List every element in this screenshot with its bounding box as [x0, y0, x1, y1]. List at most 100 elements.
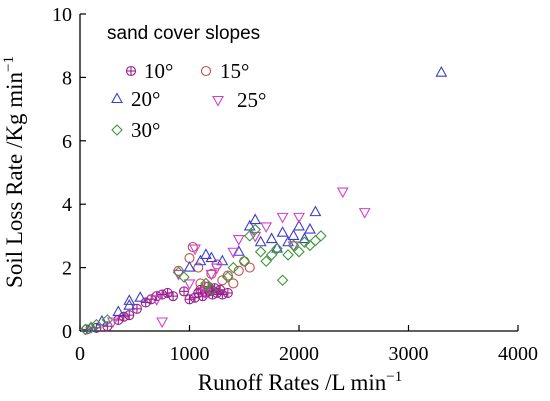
data-point — [287, 229, 300, 240]
data-point — [271, 241, 284, 253]
data-point — [249, 213, 262, 225]
legend-marker — [125, 65, 137, 77]
data-point — [178, 271, 190, 283]
data-point — [287, 239, 300, 252]
data-point — [178, 286, 190, 297]
legend-entry: 10° — [125, 59, 173, 83]
data-point — [112, 305, 125, 317]
data-point — [260, 222, 273, 234]
data-point — [298, 236, 311, 249]
data-point — [309, 234, 322, 247]
legend-title: sand cover slopes — [107, 23, 260, 44]
data-point — [249, 223, 261, 236]
data-point — [156, 317, 169, 329]
data-point — [183, 279, 196, 291]
data-point — [189, 244, 201, 256]
legend-marker — [111, 92, 123, 104]
y-tick-label: 4 — [62, 194, 72, 216]
data-point — [222, 287, 233, 299]
y-tick-label: 2 — [62, 258, 72, 280]
data-point — [85, 322, 97, 334]
y-tick-labels: 0 2 4 6 8 10 — [52, 4, 72, 343]
data-point — [243, 219, 256, 231]
data-point — [309, 205, 322, 217]
data-point — [243, 230, 256, 242]
data-point — [254, 245, 267, 258]
data-point — [187, 241, 198, 253]
data-point — [150, 295, 163, 306]
data-point — [199, 248, 212, 259]
data-point — [358, 208, 371, 219]
data-point — [193, 262, 204, 273]
data-point — [168, 291, 179, 302]
data-point — [244, 262, 255, 273]
data-point — [205, 269, 218, 281]
y-tick-label: 0 — [62, 321, 72, 343]
data-point — [205, 251, 218, 263]
legend-marker — [200, 65, 212, 77]
data-point — [298, 232, 311, 244]
data-point — [238, 255, 251, 268]
y-tick-label: 6 — [62, 131, 72, 153]
legend: sand cover slopes 10° 15° 20° 25° 30° — [107, 23, 266, 142]
data-point — [157, 289, 168, 300]
legend-entry: 15° — [200, 59, 249, 83]
data-point — [336, 187, 349, 199]
x-tick-label: 4000 — [498, 343, 538, 365]
data-point — [195, 278, 206, 289]
data-point — [315, 230, 327, 242]
x-tick-labels: 0 1000 2000 3000 4000 — [75, 343, 538, 365]
data-point — [228, 278, 239, 289]
series-3 — [106, 187, 371, 329]
data-point — [265, 249, 278, 261]
legend-entry: 30° — [111, 118, 160, 142]
x-tick-label: 3000 — [389, 343, 429, 365]
data-points — [79, 66, 448, 336]
data-point — [276, 226, 289, 237]
data-point — [239, 256, 250, 267]
data-point — [282, 235, 294, 247]
data-point — [217, 289, 228, 300]
data-point — [210, 263, 223, 275]
data-point — [435, 66, 448, 77]
data-point — [199, 288, 212, 300]
data-point — [194, 254, 207, 266]
data-point — [227, 261, 240, 274]
legend-label: 20° — [131, 87, 160, 111]
legend-entry: 20° — [111, 87, 160, 111]
x-tick-label: 2000 — [279, 343, 319, 365]
x-axis-title: Runoff Rates /L min−1 — [198, 369, 402, 395]
legend-label: 15° — [220, 59, 249, 83]
data-point — [276, 274, 289, 287]
data-point — [287, 241, 300, 253]
data-point — [282, 249, 294, 261]
data-point — [232, 245, 245, 256]
data-point — [183, 260, 196, 272]
legend-label: 25° — [237, 88, 266, 112]
data-point — [293, 219, 305, 231]
legend-entry: 25° — [212, 88, 266, 112]
data-point — [260, 255, 272, 268]
data-point — [222, 270, 233, 281]
data-point — [233, 265, 244, 276]
legend-marker — [111, 124, 123, 136]
data-point — [140, 297, 151, 308]
data-point — [227, 247, 240, 259]
data-point — [200, 281, 211, 292]
x-tick-label: 0 — [75, 343, 85, 365]
data-point — [101, 314, 114, 326]
data-point — [205, 284, 218, 296]
data-point — [200, 277, 212, 290]
data-point — [118, 311, 129, 322]
data-point — [90, 318, 103, 331]
data-point — [222, 271, 234, 283]
y-tick-label: 8 — [62, 67, 72, 89]
series-2 — [85, 66, 448, 332]
data-point — [232, 235, 245, 246]
legend-label: 10° — [144, 59, 173, 83]
data-point — [216, 254, 229, 266]
data-point — [293, 212, 305, 224]
data-point — [276, 212, 289, 224]
data-point — [95, 314, 108, 326]
